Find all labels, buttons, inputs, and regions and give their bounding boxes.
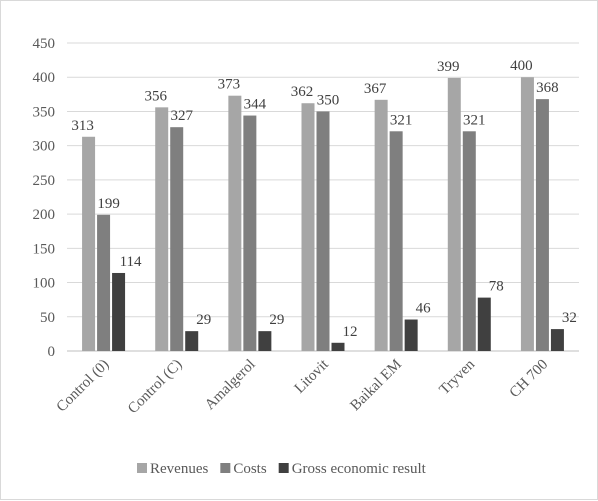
legend-label: Costs [233, 461, 267, 477]
data-label: 350 [317, 92, 340, 108]
y-tick-label: 350 [33, 104, 56, 120]
bar [170, 127, 184, 351]
legend-label: Revenues [150, 461, 208, 477]
y-tick-label: 200 [33, 207, 56, 223]
x-tick-label: Tryven [437, 356, 479, 398]
bar [243, 115, 257, 351]
x-tick-label: Baikal EM [347, 357, 405, 415]
bar [477, 297, 491, 351]
y-tick-label: 450 [33, 36, 56, 52]
x-tick-label: Control (0) [54, 357, 113, 416]
data-label: 199 [97, 196, 120, 212]
legend-swatch [220, 463, 231, 473]
data-label: 78 [489, 279, 504, 295]
bar [155, 107, 169, 352]
bar [185, 331, 199, 351]
data-label: 344 [244, 97, 267, 113]
bar [389, 131, 403, 351]
x-tick-label: Amalgerol [202, 357, 259, 414]
data-label: 368 [536, 80, 559, 96]
legend-swatch [137, 463, 147, 473]
x-tick-label: Control (C) [125, 357, 186, 418]
bar [258, 331, 272, 351]
data-label: 29 [196, 312, 211, 328]
data-label: 400 [510, 58, 533, 74]
bar [331, 342, 345, 351]
y-tick-label: 100 [33, 276, 56, 292]
y-tick-label: 400 [33, 70, 56, 86]
data-label: 313 [71, 118, 94, 134]
bar [404, 319, 418, 351]
bar [82, 136, 96, 351]
y-tick-label: 50 [40, 310, 55, 326]
bar [301, 103, 315, 351]
bar [535, 99, 549, 351]
bar [550, 329, 564, 351]
data-label: 362 [291, 84, 314, 100]
data-label: 114 [120, 254, 142, 270]
data-label: 12 [343, 324, 358, 340]
y-tick-label: 300 [33, 139, 56, 155]
y-tick-label: 250 [33, 173, 56, 189]
bar [462, 131, 476, 351]
data-label: 327 [170, 108, 193, 124]
y-tick-label: 150 [33, 241, 56, 257]
data-label: 321 [463, 112, 486, 128]
y-tick-label: 0 [48, 344, 56, 360]
data-label: 399 [437, 59, 460, 75]
bar [112, 272, 126, 351]
bar [316, 111, 330, 351]
data-label: 321 [390, 112, 413, 128]
bar [374, 99, 388, 351]
bar [520, 77, 534, 351]
bar [228, 95, 242, 351]
data-label: 46 [416, 301, 432, 317]
bar [97, 214, 111, 351]
x-tick-label: CH 700 [507, 357, 552, 402]
data-label: 367 [364, 81, 387, 97]
legend-label: Gross economic result [292, 461, 427, 477]
data-label: 29 [269, 312, 284, 328]
data-label: 356 [144, 88, 167, 104]
data-label: 32 [562, 310, 577, 326]
data-label: 373 [218, 77, 241, 93]
bar [447, 77, 461, 351]
legend-swatch [278, 463, 289, 473]
x-tick-label: Litovit [292, 356, 333, 397]
